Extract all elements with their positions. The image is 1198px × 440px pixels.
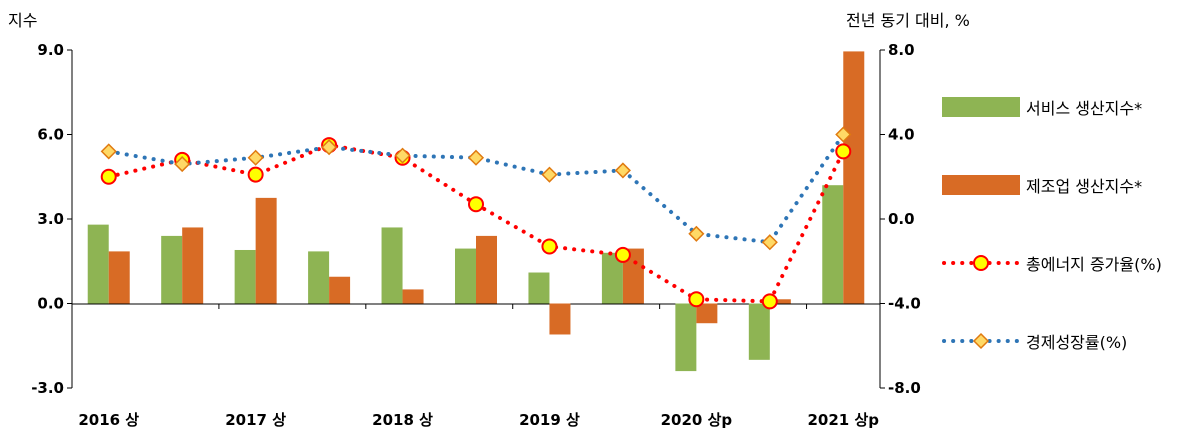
- bar-service: [675, 303, 697, 372]
- x-tick-label: 2020 상p: [661, 411, 733, 429]
- point-gdp: [321, 139, 338, 156]
- bar-manufacturing: [476, 235, 497, 304]
- left-tick-label: -3.0: [31, 379, 64, 397]
- legend-item-energy: 총에너지 증가율(%): [942, 249, 1162, 277]
- legend-label-energy: 총에너지 증가율(%): [1026, 255, 1162, 274]
- bar-manufacturing: [182, 227, 204, 304]
- point-gdp: [100, 143, 117, 160]
- x-tick-label: 2019 상: [519, 411, 580, 429]
- bar-service: [822, 185, 844, 304]
- point-gdp: [688, 225, 705, 242]
- point-energy: [688, 291, 705, 308]
- right-axis-label: 전년 동기 대비, %: [846, 11, 970, 30]
- bar-manufacturing: [108, 251, 130, 304]
- bar-service: [87, 224, 109, 304]
- legend: 서비스 생산지수* 제조업 생산지수* 총에너지 증가율(%) 경제성장률(%): [942, 0, 1198, 440]
- point-energy: [614, 246, 631, 263]
- point-gdp: [394, 147, 411, 164]
- legend-swatch-gdp: [942, 332, 1020, 350]
- x-tick-label: 2018 상: [372, 411, 433, 429]
- point-gdp: [614, 162, 631, 179]
- bar-service: [528, 272, 550, 304]
- bar-service: [381, 227, 403, 304]
- point-energy: [761, 293, 778, 310]
- left-tick-label: 0.0: [37, 295, 64, 313]
- point-gdp: [835, 126, 852, 143]
- point-gdp: [467, 149, 485, 166]
- bar-service: [234, 249, 256, 304]
- bar-service: [455, 248, 476, 304]
- bar-manufacturing: [549, 303, 571, 335]
- point-energy: [468, 196, 484, 213]
- bar-service: [161, 235, 183, 304]
- legend-label-gdp: 경제성장률(%): [1026, 333, 1128, 352]
- x-tick-label: 2021 상p: [808, 411, 880, 429]
- bar-service: [748, 303, 770, 360]
- x-tick-label: 2017 상: [225, 411, 286, 429]
- right-tick-label: -8.0: [888, 379, 921, 397]
- bar-manufacturing: [402, 289, 424, 304]
- right-tick-label: 8.0: [888, 41, 915, 59]
- bar-series: [87, 51, 865, 372]
- point-energy: [541, 238, 558, 255]
- point-gdp: [541, 166, 558, 183]
- left-tick-label: 6.0: [37, 126, 64, 144]
- bar-manufacturing: [696, 303, 718, 324]
- legend-item-manufacturing: 제조업 생산지수*: [942, 171, 1142, 199]
- bar-manufacturing: [622, 248, 644, 304]
- right-tick-label: 0.0: [888, 210, 915, 228]
- bar-service: [308, 251, 330, 304]
- point-gdp: [247, 149, 264, 166]
- x-axis-ticks: 2016 상 2017 상 2018 상 2019 상 2020 상p 2021 상p: [71, 304, 880, 429]
- legend-label-service: 서비스 생산지수*: [1026, 99, 1143, 118]
- x-tick-label: 2016 상: [78, 411, 139, 429]
- right-axis-ticks: 8.0 4.0 0.0 -4.0 -8.0: [880, 41, 921, 397]
- legend-swatch-energy: [942, 255, 1020, 271]
- bar-manufacturing: [843, 51, 865, 304]
- point-energy: [100, 168, 117, 185]
- legend-label-manufacturing: 제조업 생산지수*: [1026, 177, 1143, 196]
- legend-item-service: 서비스 생산지수*: [942, 93, 1142, 121]
- point-energy: [247, 166, 264, 183]
- bar-manufacturing: [769, 299, 791, 304]
- bar-manufacturing: [329, 276, 351, 304]
- bar-service: [601, 252, 623, 304]
- left-tick-label: 9.0: [37, 41, 64, 59]
- legend-item-gdp: 경제성장률(%): [942, 327, 1127, 355]
- point-energy: [835, 143, 852, 160]
- left-axis-label: 지수: [8, 11, 37, 30]
- legend-swatch-manufacturing: [942, 171, 1020, 199]
- right-tick-label: 4.0: [888, 126, 915, 144]
- left-axis-ticks: 9.0 6.0 3.0 0.0 -3.0: [31, 41, 72, 397]
- right-tick-label: -4.0: [888, 295, 921, 313]
- legend-swatch-service: [942, 93, 1020, 121]
- point-gdp: [761, 234, 778, 251]
- point-gdp: [174, 156, 191, 173]
- left-tick-label: 3.0: [37, 210, 64, 228]
- line-series: [100, 126, 852, 310]
- bar-manufacturing: [255, 197, 277, 304]
